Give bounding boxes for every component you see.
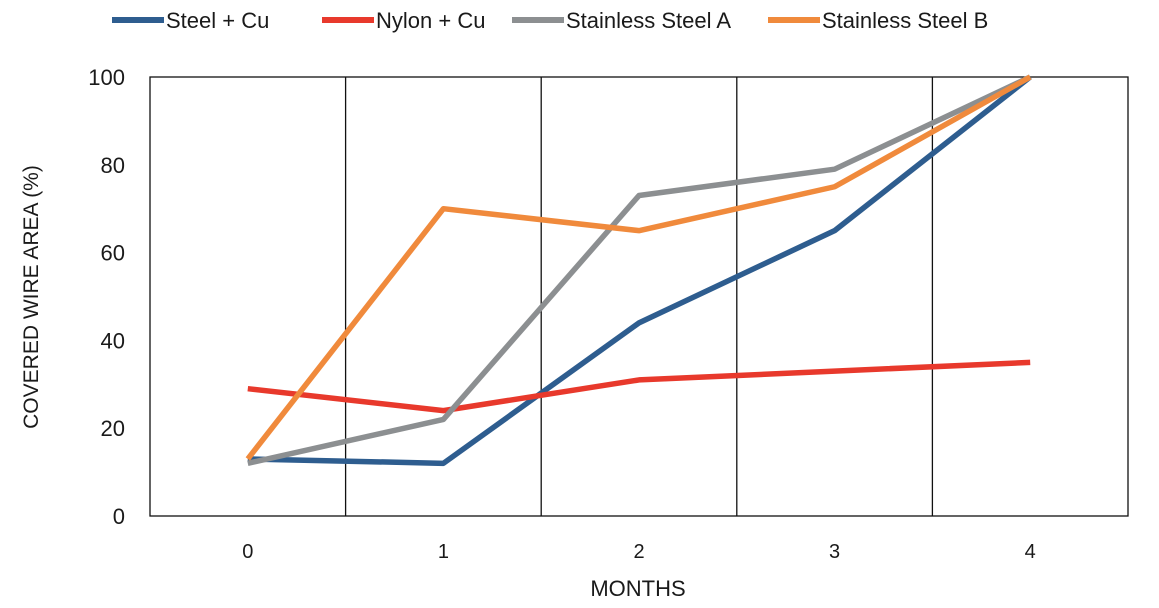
series-line-nylon-cu bbox=[247, 359, 1031, 414]
x-tick-label: 1 bbox=[438, 541, 449, 563]
plot-border bbox=[149, 76, 1129, 517]
grid-lines bbox=[344, 77, 934, 516]
legend-label-stainless-steel-a: Stainless Steel A bbox=[566, 8, 731, 33]
y-tick-label: 80 bbox=[101, 153, 125, 178]
x-axis-label: MONTHS bbox=[590, 576, 685, 601]
series-line-stainless-steel-b bbox=[245, 74, 1032, 461]
legend-label-steel-cu: Steel + Cu bbox=[166, 8, 269, 33]
y-tick-label: 0 bbox=[113, 504, 125, 529]
y-tick-label: 40 bbox=[101, 328, 125, 353]
y-tick-label: 100 bbox=[88, 65, 125, 90]
plot-frame bbox=[149, 76, 1129, 517]
x-axis-ticks: 0 1 2 3 4 bbox=[242, 541, 1036, 563]
legend-label-nylon-cu: Nylon + Cu bbox=[376, 8, 485, 33]
x-tick-label: 4 bbox=[1025, 541, 1036, 563]
y-axis-label: COVERED WIRE AREA (%) bbox=[20, 165, 43, 429]
y-tick-label: 20 bbox=[101, 416, 125, 441]
y-tick-label: 60 bbox=[101, 241, 125, 266]
series-line-steel-cu bbox=[247, 74, 1032, 467]
series-layer bbox=[245, 74, 1032, 467]
x-tick-label: 3 bbox=[829, 541, 840, 563]
y-axis-ticks: 0 20 40 60 80 100 bbox=[88, 65, 125, 529]
x-tick-label: 2 bbox=[633, 541, 644, 563]
legend: Steel + Cu Nylon + Cu Stainless Steel A Sta… bbox=[112, 8, 988, 33]
x-tick-label: 0 bbox=[242, 541, 253, 563]
series-line-stainless-steel-a bbox=[247, 74, 1032, 467]
legend-label-stainless-steel-b: Stainless Steel B bbox=[822, 8, 988, 33]
